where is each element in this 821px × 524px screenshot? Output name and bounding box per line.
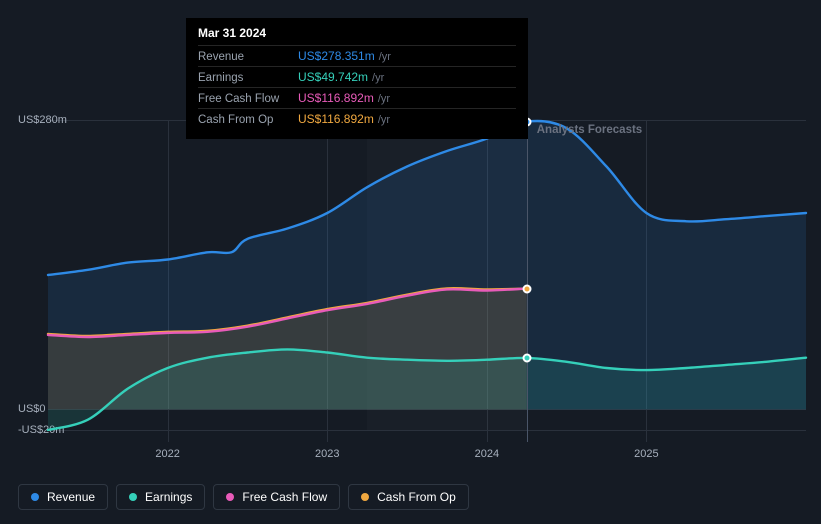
tooltip-metric-label: Revenue	[198, 51, 298, 63]
legend-label: Cash From Op	[377, 490, 456, 504]
x-axis-label: 2024	[475, 448, 499, 460]
legend-item-revenue[interactable]: Revenue	[18, 484, 108, 510]
legend-dot-icon	[31, 493, 39, 501]
legend-label: Free Cash Flow	[242, 490, 327, 504]
tooltip-metric-value: US$116.892m	[298, 112, 374, 126]
x-axis-label: 2023	[315, 448, 339, 460]
financials-chart[interactable]: US$280mUS$0-US$20m 2022202320242025 Past…	[18, 120, 806, 440]
y-gridline	[48, 430, 806, 431]
legend-dot-icon	[361, 493, 369, 501]
cursor-line	[527, 120, 528, 442]
tooltip-row: EarningsUS$49.742m/yr	[198, 66, 516, 87]
tooltip-metric-value: US$278.351m	[298, 49, 375, 63]
tooltip-row: Free Cash FlowUS$116.892m/yr	[198, 87, 516, 108]
tooltip-suffix: /yr	[379, 51, 391, 63]
legend-item-earnings[interactable]: Earnings	[116, 484, 205, 510]
tooltip-row: Cash From OpUS$116.892m/yr	[198, 108, 516, 129]
x-axis-label: 2022	[155, 448, 179, 460]
tooltip-suffix: /yr	[372, 72, 384, 84]
chart-legend: Revenue Earnings Free Cash Flow Cash From O…	[18, 484, 469, 510]
cfo-marker	[522, 284, 531, 293]
tooltip-metric-label: Free Cash Flow	[198, 93, 298, 105]
legend-label: Revenue	[47, 490, 95, 504]
chart-tooltip: Mar 31 2024 RevenueUS$278.351m/yrEarning…	[186, 18, 528, 139]
tooltip-metric-value: US$116.892m	[298, 91, 374, 105]
tooltip-metric-label: Cash From Op	[198, 114, 298, 126]
legend-item-fcf[interactable]: Free Cash Flow	[213, 484, 340, 510]
tooltip-suffix: /yr	[378, 114, 390, 126]
legend-item-cfo[interactable]: Cash From Op	[348, 484, 469, 510]
forecast-label: Analysts Forecasts	[537, 124, 642, 136]
legend-dot-icon	[129, 493, 137, 501]
legend-label: Earnings	[145, 490, 192, 504]
tooltip-metric-value: US$49.742m	[298, 70, 368, 84]
chart-plot	[48, 120, 806, 430]
legend-dot-icon	[226, 493, 234, 501]
earnings-marker	[522, 353, 531, 362]
x-axis-label: 2025	[634, 448, 658, 460]
tooltip-metric-label: Earnings	[198, 72, 298, 84]
tooltip-suffix: /yr	[378, 93, 390, 105]
tooltip-date: Mar 31 2024	[198, 26, 516, 45]
tooltip-row: RevenueUS$278.351m/yr	[198, 45, 516, 66]
